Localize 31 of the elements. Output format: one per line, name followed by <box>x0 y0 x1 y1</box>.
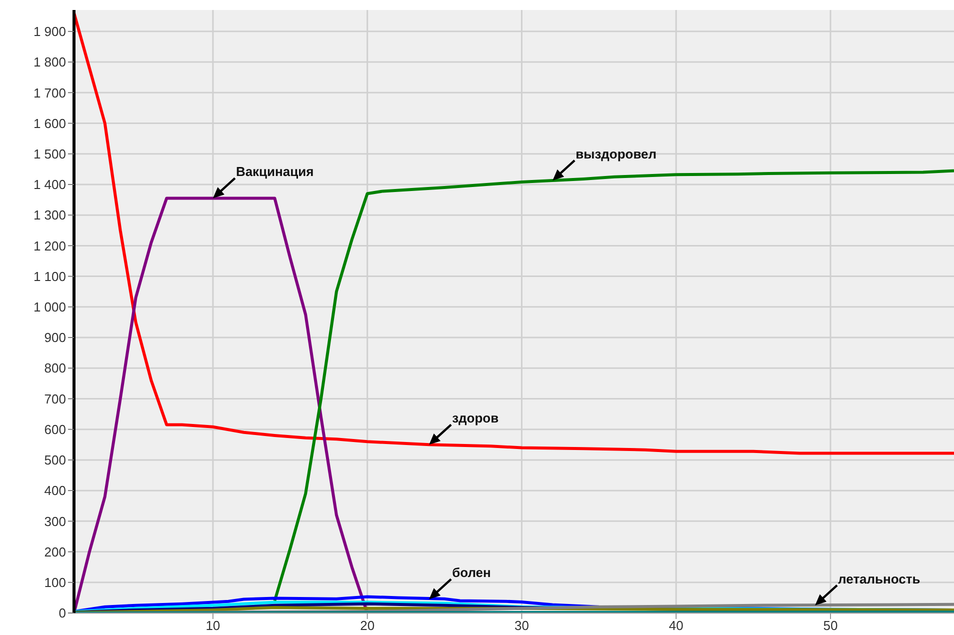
y-tick-label: 600 <box>44 422 66 437</box>
x-tick-label: 50 <box>823 618 838 634</box>
annotation: Вакцинация <box>236 164 314 180</box>
annotation: летальность <box>838 571 920 586</box>
x-tick-label: 40 <box>668 618 684 634</box>
y-tick-label: 1 500 <box>33 146 66 162</box>
y-tick-label: 1 300 <box>33 208 66 223</box>
y-tick-label: 100 <box>44 575 66 590</box>
annotation: здоров <box>452 410 499 426</box>
y-tick-label: 0 <box>58 606 66 621</box>
y-tick-label: 700 <box>44 391 66 406</box>
y-tick-label: 1 000 <box>33 300 66 315</box>
y-tick-label: 500 <box>44 452 66 468</box>
annotation: выздоровел <box>576 146 657 162</box>
y-tick-label: 400 <box>44 483 66 498</box>
y-tick-label: 1 600 <box>33 116 66 131</box>
annotation: болен <box>452 565 491 580</box>
y-tick-label: 1 700 <box>33 85 66 100</box>
y-tick-label: 300 <box>44 514 66 529</box>
line-series <box>74 12 954 455</box>
y-tick-label: 900 <box>44 330 66 346</box>
y-tick-label: 1 400 <box>33 177 66 192</box>
x-tick-label: 30 <box>514 618 529 634</box>
y-tick-label: 200 <box>44 544 66 560</box>
y-tick-label: 1 900 <box>33 24 66 40</box>
y-tick-label: 1 100 <box>33 268 66 284</box>
y-tick-label: 1 800 <box>33 54 66 70</box>
x-tick-label: 20 <box>360 618 375 634</box>
y-tick-label: 1 200 <box>33 238 66 254</box>
x-tick-label: 10 <box>206 618 220 634</box>
y-tick-label: 800 <box>44 360 66 376</box>
